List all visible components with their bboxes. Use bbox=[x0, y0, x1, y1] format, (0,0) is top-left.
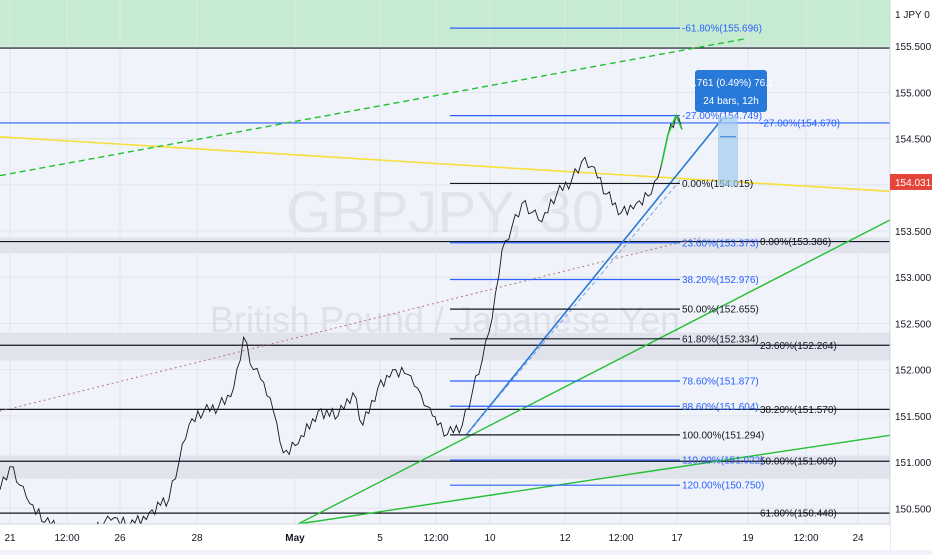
level-label: 0.00%(153.386) bbox=[760, 237, 831, 248]
price-tick-label: 155.500 bbox=[895, 42, 932, 53]
trendline-yellow bbox=[0, 135, 891, 193]
trendline-green-shallow bbox=[297, 434, 891, 525]
time-tick-label: May bbox=[285, 533, 305, 544]
time-tick-label: 26 bbox=[114, 533, 126, 544]
price-tick-label: 154.500 bbox=[895, 135, 932, 146]
price-axis-unit: 1 JPY 0 bbox=[895, 10, 930, 21]
zone-grey bbox=[0, 332, 890, 361]
fib-label: 110.00%(151.022) bbox=[682, 456, 764, 467]
trendline-green-steep bbox=[297, 219, 891, 525]
fib-label: 88.60%(151.604) bbox=[682, 402, 759, 413]
measure-range bbox=[718, 116, 738, 186]
price-line-latest bbox=[660, 113, 683, 167]
time-tick-label: 12:00 bbox=[608, 533, 633, 544]
fib-label: 61.80%(152.334) bbox=[682, 334, 759, 345]
level-label: -27.00%(154.670) bbox=[760, 118, 840, 129]
fib-label: 0.00%(154.015) bbox=[682, 179, 753, 190]
trendline-green-dashed bbox=[0, 38, 746, 177]
price-tick-label: 155.000 bbox=[895, 88, 932, 99]
gridlines bbox=[0, 0, 890, 524]
watermark-description: British Pound / Japanese Yen bbox=[210, 299, 680, 340]
fib-label: 50.00%(152.655) bbox=[682, 305, 759, 316]
price-tick-label: 151.500 bbox=[895, 412, 932, 423]
trendline-blue bbox=[465, 118, 723, 436]
symbol-watermark: GBPJPY, 30 British Pound / Japanese Yen bbox=[210, 180, 680, 340]
level-label: 61.80%(150.448) bbox=[760, 509, 837, 520]
trend-lines bbox=[0, 38, 891, 525]
horizontal-levels: -27.00%(154.670) 0.00%(153.386) 23.60%(152… bbox=[0, 47, 890, 520]
fib-label: 120.00%(150.750) bbox=[682, 481, 764, 492]
price-tick-label: 152.000 bbox=[895, 366, 932, 377]
price-tick-label: 152.500 bbox=[895, 319, 932, 330]
fib-label: 100.00%(151.294) bbox=[682, 430, 764, 441]
price-tick-label: 153.500 bbox=[895, 227, 932, 238]
time-axis: 21 12:00 26 28 May 5 12:00 10 12 12:00 17 19 12:00 24 bbox=[0, 523, 890, 550]
time-axis-bg bbox=[0, 524, 890, 550]
time-tick-label: 12:00 bbox=[423, 533, 448, 544]
time-tick-label: 12:00 bbox=[793, 533, 818, 544]
level-label: 38.20%(151.570) bbox=[760, 405, 837, 416]
measure-line2: 24 bars, 12h bbox=[703, 96, 759, 107]
last-price-badge bbox=[890, 173, 932, 190]
time-tick-label: 21 bbox=[4, 533, 16, 544]
trendline-dotted bbox=[0, 237, 701, 412]
time-tick-label: 24 bbox=[852, 533, 864, 544]
time-tick-label: 12 bbox=[559, 533, 571, 544]
time-tick-label: 12:00 bbox=[54, 533, 79, 544]
price-tick-label: 151.000 bbox=[895, 458, 932, 469]
price-line bbox=[0, 114, 683, 546]
fib-label: 23.60%(153.373) bbox=[682, 238, 759, 249]
fib-label: -61.80%(155.696) bbox=[682, 24, 762, 35]
price-series bbox=[0, 113, 683, 546]
time-tick-label: 10 bbox=[484, 533, 496, 544]
time-tick-label: 17 bbox=[671, 533, 683, 544]
fib-label: 38.20%(152.976) bbox=[682, 275, 759, 286]
measure-tool[interactable]: 0.761 (0.49%) 76.1 24 bars, 12h bbox=[688, 70, 774, 186]
measure-label-box bbox=[695, 70, 767, 112]
price-tick-label: 150.500 bbox=[895, 504, 932, 515]
level-label: 23.60%(152.264) bbox=[760, 341, 837, 352]
fib-label: 78.60%(151.877) bbox=[682, 377, 759, 388]
watermark-symbol: GBPJPY, 30 bbox=[286, 180, 604, 245]
time-tick-label: 5 bbox=[377, 533, 383, 544]
time-tick-label: 19 bbox=[742, 533, 754, 544]
time-tick-label: 28 bbox=[191, 533, 203, 544]
last-price-label: 154.031 bbox=[895, 178, 932, 189]
price-axis: 1 JPY 0 150.500 151.000 151.500 152.000 152.5… bbox=[889, 0, 932, 550]
price-tick-label: 153.000 bbox=[895, 273, 932, 284]
measure-line1: 0.761 (0.49%) 76.1 bbox=[688, 78, 773, 89]
level-label: 50.00%(151.009) bbox=[760, 457, 837, 468]
price-axis-bg bbox=[890, 0, 932, 550]
